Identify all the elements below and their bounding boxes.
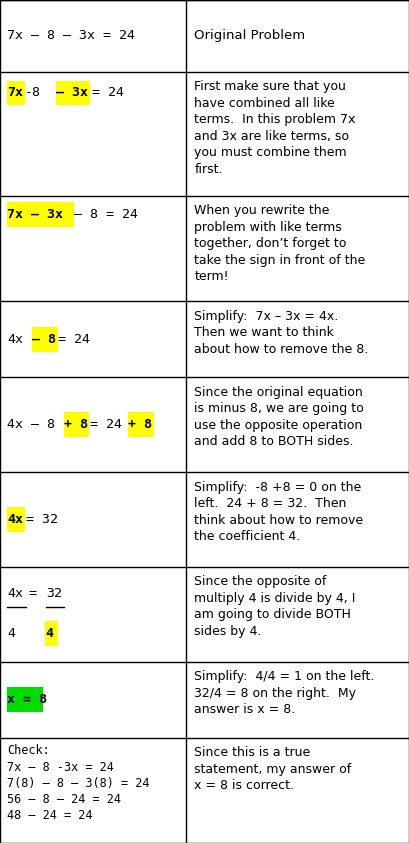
Bar xyxy=(32,327,58,352)
Text: – 3x: – 3x xyxy=(56,86,88,99)
Text: = 24: = 24 xyxy=(90,418,121,431)
Text: Simplify:  7x – 3x = 4x.
Then we want to think
about how to remove the 8.: Simplify: 7x – 3x = 4x. Then we want to … xyxy=(194,309,369,356)
Text: 7x: 7x xyxy=(7,86,23,99)
Text: + 8: + 8 xyxy=(64,418,88,431)
Text: Simplify:  -8 +8 = 0 on the
left.  24 + 8 = 32.  Then
think about how to remove
: Simplify: -8 +8 = 0 on the left. 24 + 8 … xyxy=(194,481,364,543)
Text: Original Problem: Original Problem xyxy=(194,30,306,42)
Text: = 24: = 24 xyxy=(58,333,90,346)
Bar xyxy=(7,507,25,532)
Text: Check:
7x – 8 -3x = 24
7(8) – 8 – 3(8) = 24
56 – 8 – 24 = 24
48 – 24 = 24: Check: 7x – 8 -3x = 24 7(8) – 8 – 3(8) =… xyxy=(7,744,150,822)
Text: = 32: = 32 xyxy=(26,513,58,526)
Text: 7x – 8 – 3x = 24: 7x – 8 – 3x = 24 xyxy=(7,30,135,42)
Bar xyxy=(7,80,25,105)
Text: Since the opposite of
multiply 4 is divide by 4, I
am going to divide BOTH
sides: Since the opposite of multiply 4 is divi… xyxy=(194,575,356,638)
Bar xyxy=(45,621,58,646)
Text: -8: -8 xyxy=(25,86,40,99)
Text: When you rewrite the
problem with like terms
together, don’t forget to
take the : When you rewrite the problem with like t… xyxy=(194,204,366,283)
Text: Since the original equation
is minus 8, we are going to
use the opposite operati: Since the original equation is minus 8, … xyxy=(194,385,364,448)
Text: 4x: 4x xyxy=(7,333,23,346)
Text: 4: 4 xyxy=(7,627,16,640)
Text: 4: 4 xyxy=(46,627,54,640)
Bar xyxy=(7,687,43,711)
Text: 32: 32 xyxy=(46,587,62,600)
Bar xyxy=(56,80,90,105)
Bar xyxy=(64,412,89,437)
Text: Since this is a true
statement, my answer of
x = 8 is correct.: Since this is a true statement, my answe… xyxy=(194,746,351,792)
Text: + 8: + 8 xyxy=(128,418,152,431)
Text: x = 8: x = 8 xyxy=(7,693,47,706)
Text: 4x – 8: 4x – 8 xyxy=(7,418,55,431)
Text: First make sure that you
have combined all like
terms.  In this problem 7x
and 3: First make sure that you have combined a… xyxy=(194,80,356,175)
Text: – 8 = 24: – 8 = 24 xyxy=(74,208,138,221)
Text: 4x: 4x xyxy=(7,513,23,526)
Text: Simplify:  4/4 = 1 on the left.
32/4 = 8 on the right.  My
answer is x = 8.: Simplify: 4/4 = 1 on the left. 32/4 = 8 … xyxy=(194,670,375,717)
Text: 4x: 4x xyxy=(7,587,23,600)
Bar xyxy=(7,202,74,227)
Bar xyxy=(128,412,154,437)
Text: =: = xyxy=(28,587,36,600)
Text: 7x – 3x: 7x – 3x xyxy=(7,208,63,221)
Text: – 8: – 8 xyxy=(32,333,56,346)
Text: = 24: = 24 xyxy=(92,86,124,99)
